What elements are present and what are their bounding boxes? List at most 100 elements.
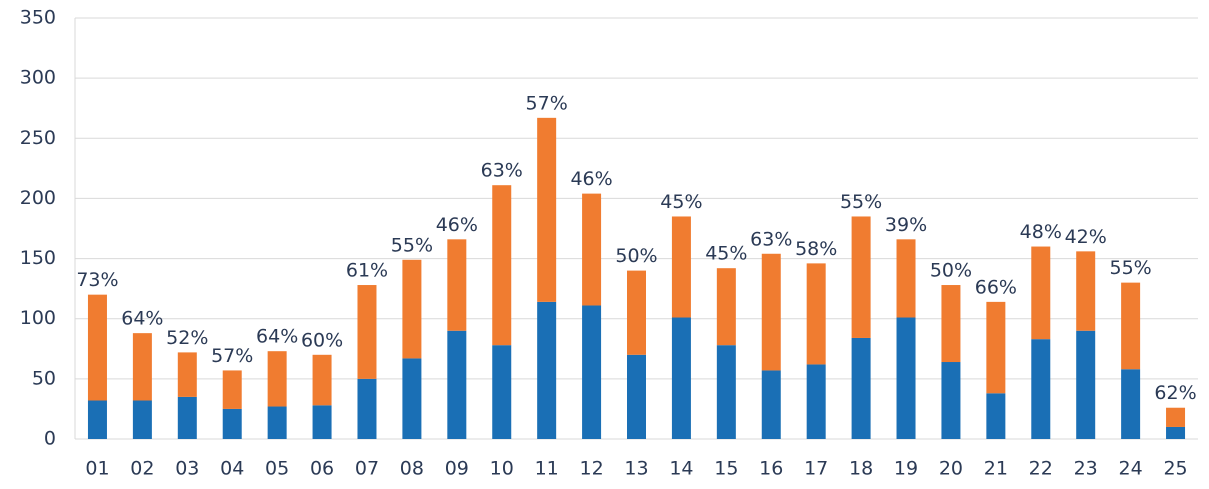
- bar-label: 66%: [975, 276, 1017, 298]
- bar-label: 55%: [840, 191, 882, 213]
- x-tick-label: 20: [939, 458, 963, 480]
- x-tick-label: 16: [759, 458, 783, 480]
- bar-label: 64%: [121, 308, 163, 330]
- bar-segment: [402, 358, 422, 439]
- x-tick-label: 22: [1029, 458, 1053, 480]
- bar-label: 50%: [930, 260, 972, 282]
- bar-segment: [1031, 246, 1051, 340]
- bar-label: 61%: [346, 260, 388, 282]
- bar-segment: [1166, 426, 1186, 439]
- bar-segment: [132, 333, 152, 401]
- bar-segment: [851, 337, 871, 439]
- bar-segment: [447, 330, 467, 439]
- bar-segment: [1121, 282, 1141, 370]
- bar-segment: [87, 400, 107, 439]
- x-tick-label: 06: [310, 458, 334, 480]
- bar-segment: [941, 285, 961, 363]
- bar-label: 57%: [211, 345, 253, 367]
- bar-label: 73%: [76, 269, 118, 291]
- y-tick-label: 350: [20, 7, 56, 29]
- bar-label: 63%: [750, 228, 792, 250]
- bar-segment: [1121, 369, 1141, 439]
- bar-label: 45%: [660, 191, 702, 213]
- bar-label: 55%: [1110, 257, 1152, 279]
- bar-segment: [132, 400, 152, 439]
- bar-segment: [1076, 251, 1096, 331]
- bar-segment: [357, 378, 377, 439]
- bar-segment: [806, 364, 826, 439]
- bar-segment: [986, 301, 1006, 394]
- x-tick-label: 15: [714, 458, 738, 480]
- bar-segment: [1031, 339, 1051, 439]
- bar-label: 42%: [1065, 226, 1107, 248]
- bar-segment: [357, 285, 377, 379]
- bar-label: 46%: [436, 214, 478, 236]
- bar-segment: [312, 405, 332, 439]
- y-tick-label: 100: [20, 307, 56, 329]
- x-tick-label: 24: [1119, 458, 1143, 480]
- x-tick-label: 14: [669, 458, 693, 480]
- bar-label: 39%: [885, 214, 927, 236]
- bar-segment: [87, 294, 107, 401]
- x-tick-label: 08: [400, 458, 424, 480]
- bar-segment: [671, 216, 691, 318]
- bar-segment: [806, 263, 826, 365]
- bar-segment: [537, 301, 557, 439]
- bar-segment: [627, 270, 646, 355]
- bar-segment: [941, 362, 961, 439]
- bar-label: 46%: [570, 168, 612, 190]
- x-tick-label: 10: [490, 458, 514, 480]
- x-tick-label: 09: [445, 458, 469, 480]
- bar-label: 45%: [705, 243, 747, 265]
- x-tick-label: 19: [894, 458, 918, 480]
- bar-segment: [402, 259, 422, 359]
- x-tick-label: 04: [220, 458, 244, 480]
- x-tick-label: 18: [849, 458, 873, 480]
- bar-segment: [1166, 407, 1186, 427]
- bar-segment: [222, 408, 242, 439]
- bar-label: 57%: [526, 92, 568, 114]
- bar-label: 64%: [256, 326, 298, 348]
- x-tick-label: 13: [624, 458, 648, 480]
- x-tick-label: 02: [130, 458, 154, 480]
- bar-segment: [492, 345, 512, 439]
- bar-label: 50%: [615, 245, 657, 267]
- y-tick-label: 300: [20, 67, 56, 89]
- bar-segment: [761, 253, 781, 371]
- bar-segment: [896, 317, 916, 439]
- y-tick-label: 200: [20, 187, 56, 209]
- bar-segment: [312, 354, 332, 406]
- x-tick-label: 11: [535, 458, 559, 480]
- bar-segment: [582, 193, 602, 306]
- y-tick-label: 0: [44, 428, 56, 450]
- bar-segment: [267, 406, 287, 439]
- bar-segment: [671, 317, 691, 439]
- bar-segment: [986, 393, 1006, 439]
- bar-segment: [537, 117, 557, 302]
- bar-segment: [716, 345, 736, 439]
- bar-segment: [1076, 330, 1096, 439]
- bar-segment: [851, 216, 871, 338]
- bar-segment: [447, 239, 467, 331]
- bar-label: 55%: [391, 234, 433, 256]
- bar-segment: [627, 354, 646, 439]
- bar-label: 60%: [301, 329, 343, 351]
- bar-segment: [177, 352, 197, 397]
- bar-segment: [716, 268, 736, 346]
- bar-label: 62%: [1154, 382, 1196, 404]
- bar-segment: [492, 185, 512, 346]
- bar-segment: [582, 305, 602, 439]
- x-tick-label: 05: [265, 458, 289, 480]
- y-tick-label: 250: [20, 127, 56, 149]
- x-tick-label: 01: [85, 458, 109, 480]
- bar-segment: [267, 351, 287, 407]
- bar-label: 48%: [1020, 221, 1062, 243]
- bar-label: 63%: [481, 160, 523, 182]
- bar-segment: [761, 370, 781, 439]
- x-tick-label: 25: [1163, 458, 1187, 480]
- x-tick-label: 03: [175, 458, 199, 480]
- x-tick-label: 23: [1074, 458, 1098, 480]
- x-tick-label: 07: [355, 458, 379, 480]
- x-tick-label: 21: [984, 458, 1008, 480]
